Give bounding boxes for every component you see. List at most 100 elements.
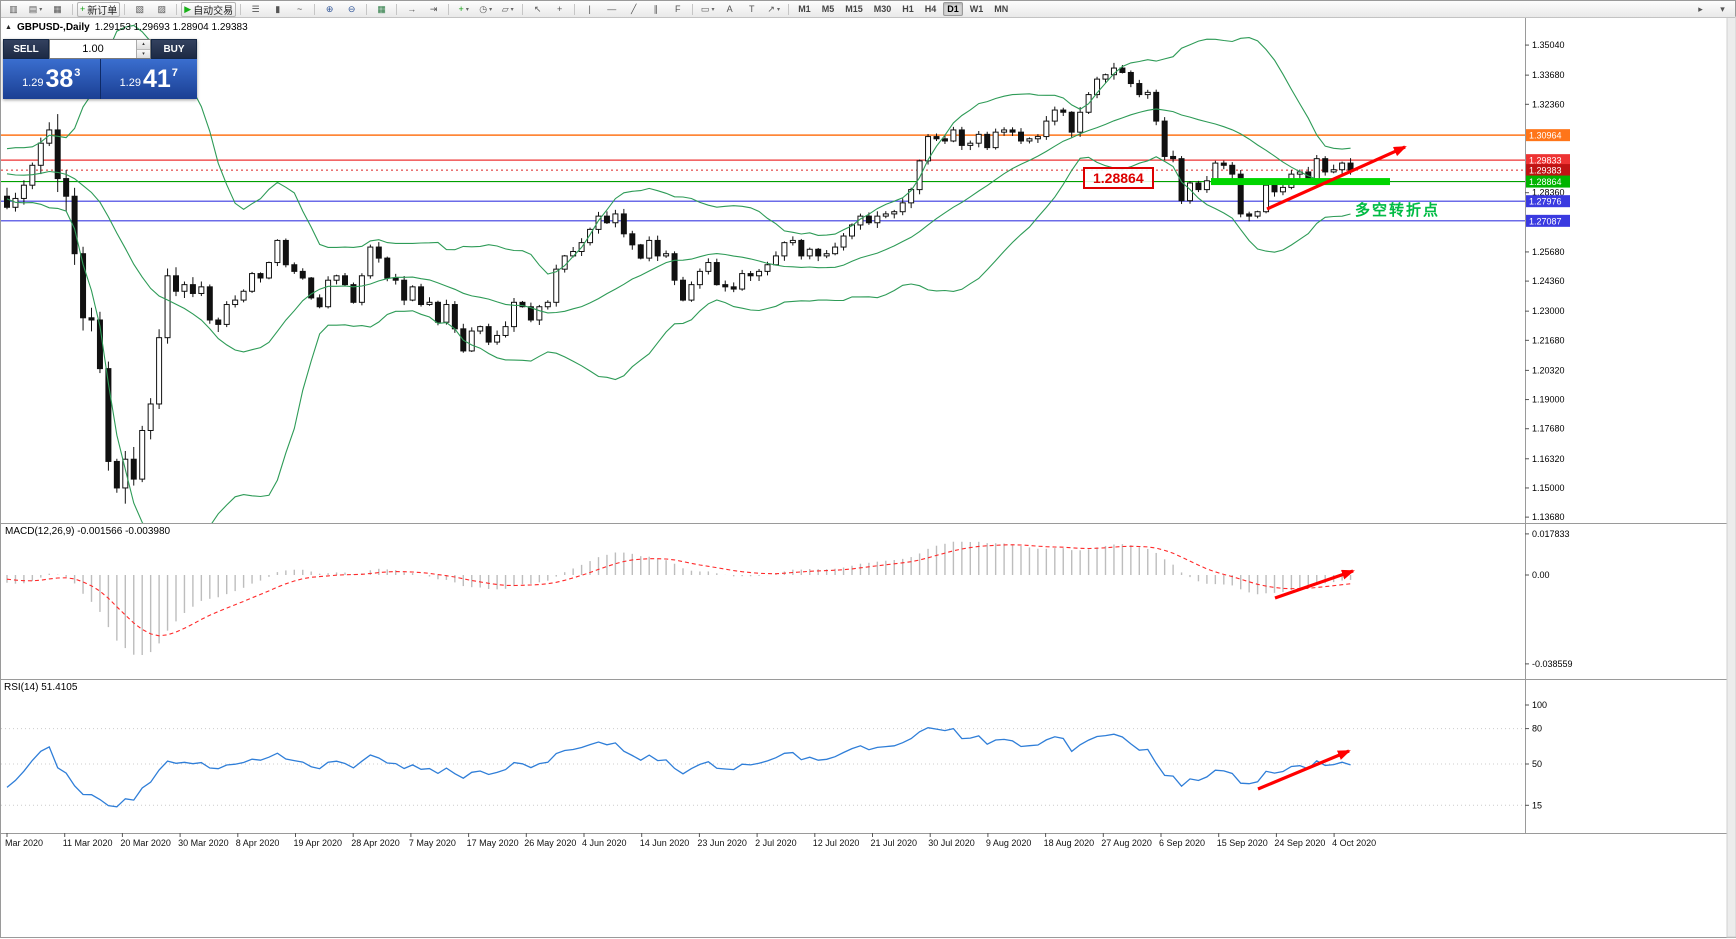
rsi-label: RSI(14) 51.4105 [4,682,78,693]
vertical-scrollbar[interactable] [1726,16,1736,938]
text-label-icon[interactable]: T [741,2,762,17]
price-tick-label: 1.32360 [1532,99,1565,109]
timeframe-m15-button[interactable]: M15 [845,4,863,14]
candle-body [1077,111,1084,133]
date-label: 20 Mar 2020 [120,838,171,848]
date-label: 24 Sep 2020 [1274,838,1325,848]
candle-body [443,304,450,323]
volume-down-button[interactable]: ▾ [137,49,150,58]
trend-arrow-macd[interactable] [1274,569,1355,600]
candle-body [823,253,830,257]
zoom-in-icon: ⊕ [325,3,334,14]
toolbar-menu-icon[interactable]: ▾ [1720,3,1725,14]
candle-body [553,268,560,303]
tile-windows-icon[interactable]: ▦ [371,2,392,17]
candle-body [941,138,948,142]
macd-axis-label: 0.00 [1532,570,1550,580]
cursor-icon[interactable]: ↖ [527,2,548,17]
timeframe-w1-button[interactable]: W1 [969,4,984,14]
price-tick-label: 1.16320 [1532,454,1565,464]
candle-body [434,301,441,323]
price-tick-label: 1.25680 [1532,247,1565,257]
shapes-icon[interactable]: ▭ ▾ [697,2,718,17]
candle-body [1322,158,1329,173]
timeframe-h4-button[interactable]: H4 [924,4,937,14]
new-chart-icon[interactable]: ▥ [3,2,24,17]
candlestick-chart-icon[interactable]: ▮ [267,2,288,17]
auto-scroll-icon[interactable]: → [401,2,422,17]
sell-price-display[interactable]: 1.29 38 3 [3,59,100,99]
bollinger-lower [6,156,1351,523]
volume-up-button[interactable]: ▴ [137,40,150,50]
toolbar-overflow-icon[interactable]: ▸ [1698,3,1703,14]
trend-arrow-main[interactable] [1266,145,1407,211]
candle-body [223,304,230,325]
timeframe-mn-button[interactable]: MN [994,4,1009,14]
candle-body [1178,158,1185,202]
price-tag [1526,195,1570,208]
candle-body [1136,83,1143,96]
zoom-in-icon[interactable]: ⊕ [319,2,340,17]
autotrade-button-label: 自动交易 [193,5,234,17]
candle-body [603,215,610,224]
templates-icon[interactable]: ▱ ▾ [497,2,518,17]
zoom-out-icon[interactable]: ⊖ [341,2,362,17]
text-icon[interactable]: A [719,2,740,17]
channel-icon[interactable]: ∥ [645,2,666,17]
collapse-chart-icon[interactable]: ▲ [5,24,12,31]
vertical-line-icon[interactable]: | [579,2,600,17]
candle-body [333,275,340,281]
profiles-icon: ▤ [28,3,38,14]
market-watch-icon[interactable]: ▦ [47,2,68,17]
candle-body [282,239,289,266]
profiles-icon[interactable]: ▤ ▾ [25,2,46,17]
macd-axis-label: -0.038559 [1532,659,1573,669]
terminal-icon[interactable]: ▨ [151,2,172,17]
price-tick-label: 1.23000 [1532,306,1565,316]
macd-label: MACD(12,26,9) -0.001566 -0.003980 [5,526,171,537]
crosshair-icon[interactable]: + [549,2,570,17]
candle-body [874,215,881,224]
candle-body [189,284,196,294]
buy-button[interactable]: BUY [151,39,197,59]
zoom-out-icon: ⊖ [347,3,356,14]
chart-shift-icon[interactable]: ⇥ [423,2,444,17]
arrows-tool-icon[interactable]: ↗ ▾ [763,2,784,17]
autotrade-button[interactable]: ▶ 自动交易 [181,1,237,17]
timeframe-h1-button[interactable]: H1 [902,4,914,14]
candle-body [1102,74,1109,80]
candle-body [139,429,146,480]
date-label: 30 Mar 2020 [178,838,229,848]
price-tag [1526,214,1570,227]
indicators-icon[interactable]: + ▾ [453,2,474,17]
candle-body [663,253,670,257]
timeframe-m5-button[interactable]: M5 [821,4,835,14]
candle-body [840,235,847,248]
bar-chart-icon[interactable]: ☰ [245,2,266,17]
date-label: 18 Aug 2020 [1044,838,1095,848]
trendline-icon[interactable]: ╱ [623,2,644,17]
chart-title: ▲ GBPUSD-,Daily 1.29153 1.29693 1.28904 … [5,22,248,33]
volume-input[interactable] [50,40,136,58]
periods-icon[interactable]: ◷ ▾ [475,2,496,17]
candle-body [173,275,179,292]
candle-body [494,334,501,343]
charts-icon[interactable]: ▧ [129,2,150,17]
timeframe-m1-button[interactable]: M1 [798,4,811,14]
buy-price-display[interactable]: 1.29 41 7 [101,59,198,99]
horizontal-line-icon[interactable]: — [601,2,622,17]
timeframe-m30-button[interactable]: M30 [873,4,892,14]
candle-body [215,319,222,325]
trend-arrow-rsi[interactable] [1257,749,1351,791]
sell-button[interactable]: SELL [3,39,49,59]
periods-icon: ◷ [479,3,488,14]
timeframe-d1-button[interactable]: D1 [943,2,963,16]
new-order-button[interactable]: + 新订单 [77,1,121,17]
candle-body [257,273,264,279]
macd-signal-line [6,544,1351,637]
candle-body [747,273,754,277]
line-chart-icon[interactable]: ~ [289,2,310,17]
support-zone-band[interactable] [1211,178,1390,186]
fibonacci-icon[interactable]: F [667,2,688,17]
